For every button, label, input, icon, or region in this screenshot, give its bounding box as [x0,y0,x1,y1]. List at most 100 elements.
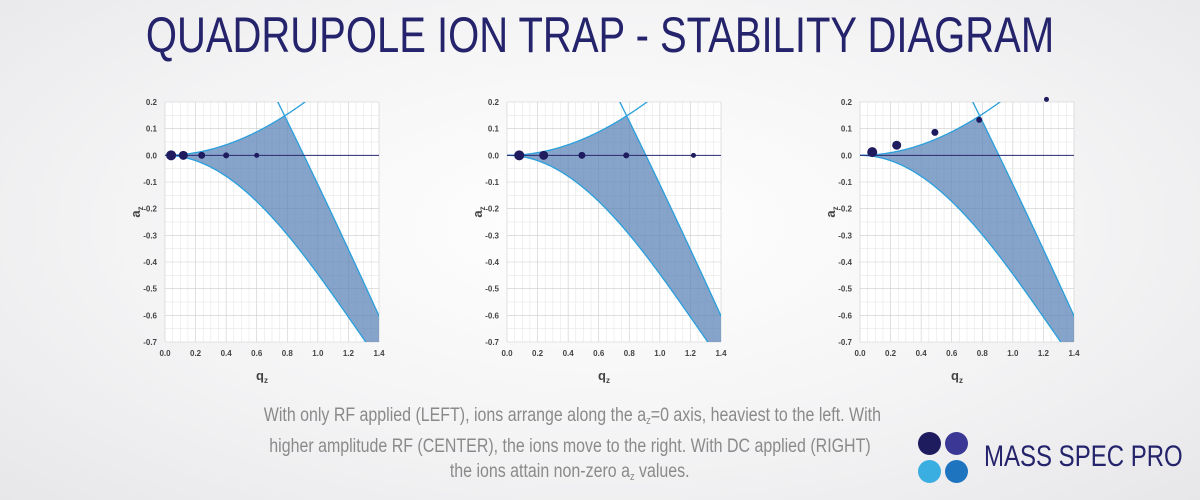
y-tick-label: 0.1 [841,125,853,134]
x-tick-label: 0.8 [977,349,989,358]
ion-point [578,151,586,159]
y-tick-label: -0.1 [485,178,499,187]
boundary-beta-z-1 [972,102,1074,318]
stability-plot-center: 0.0 0.2 0.4 0.6 0.8 1.0 1.2 1.4 0.2 0.1 0.0 -0.1 -0.… [470,98,727,385]
y-tick-label: -0.3 [485,231,499,240]
x-tick-label: 1.2 [1038,349,1050,358]
y-tick-label: -0.4 [485,258,499,267]
y-tick-label: -0.2 [485,205,499,214]
ion-point [198,151,206,159]
x-tick-label: 0.6 [946,349,958,358]
ion-points [166,150,260,161]
x-tick-label: 0.0 [854,349,866,358]
x-tick-label: 0.0 [159,349,171,358]
x-tick-label: 1.2 [343,349,355,358]
x-tick-label: 0.2 [885,349,897,358]
y-tick-label: -0.6 [838,311,852,320]
ion-point [539,150,549,160]
stability-plot-right: 0.0 0.2 0.4 0.6 0.8 1.0 1.2 1.4 0.2 0.1 0.0 -0.1 -0.… [823,96,1080,385]
y-tick-label: -0.4 [838,258,852,267]
y-tick-label: 0.1 [146,125,158,134]
ion-point [690,152,696,158]
x-axis-label: qz [951,368,963,385]
ion-point [892,140,902,150]
stability-region [860,102,1074,342]
y-tick-label: 0.2 [841,98,853,107]
tick-labels: 0.0 0.2 0.4 0.6 0.8 1.0 1.2 1.4 0.2 0.1 0.0 -0.1 -0.… [485,98,727,358]
boundary-beta-z-0 [860,154,1062,342]
y-tick-label: -0.2 [143,205,157,214]
caption-line-1: With only RF applied (LEFT), ions arrang… [263,405,881,427]
y-tick-label: -0.7 [485,338,499,347]
ion-point [931,128,939,136]
y-tick-label: -0.3 [838,231,852,240]
x-tick-label: 0.6 [251,349,263,358]
ion-point [514,150,525,161]
boundary-beta-z-1 [619,102,721,318]
logo-text: MASS SPEC PRO [984,440,1183,473]
x-tick-label: 0.6 [593,349,605,358]
boundary-beta-z-1 [277,102,379,318]
ion-point [623,152,630,159]
y-tick-label: -0.6 [485,311,499,320]
x-tick-label: 0.0 [501,349,513,358]
x-tick-label: 1.0 [654,349,666,358]
stable-region-fill [507,116,721,342]
x-tick-label: 1.4 [1068,349,1080,358]
stable-region-fill [165,116,379,342]
y-axis-label: az [128,206,145,217]
y-tick-label: -0.1 [143,178,157,187]
x-tick-label: 1.2 [685,349,697,358]
stable-region-fill [860,116,1074,342]
x-tick-label: 0.8 [624,349,636,358]
y-axis-label: az [823,206,840,217]
stability-plot-left: 0.0 0.2 0.4 0.6 0.8 1.0 1.2 1.4 0.2 0.1 0.0 -0.1 -0.… [128,98,385,385]
ion-point [976,116,983,123]
y-tick-label: -0.1 [838,178,852,187]
x-axis-label: qz [598,368,610,385]
tick-labels: 0.0 0.2 0.4 0.6 0.8 1.0 1.2 1.4 0.2 0.1 0.0 -0.1 -0.… [838,98,1080,358]
y-tick-label: -0.7 [838,338,852,347]
y-tick-label: 0.2 [146,98,158,107]
x-tick-label: 0.4 [916,349,928,358]
x-tick-label: 1.0 [1007,349,1019,358]
y-tick-label: -0.5 [143,285,157,294]
y-tick-label: -0.5 [485,285,499,294]
y-tick-label: -0.4 [143,258,157,267]
ion-points [867,96,1049,158]
x-tick-label: 0.4 [221,349,233,358]
y-tick-label: 0.0 [146,151,158,160]
y-tick-label: 0.0 [841,151,853,160]
ion-point [254,152,260,158]
logo-dot-icon [945,432,968,455]
x-tick-label: 0.2 [190,349,202,358]
x-tick-label: 1.0 [312,349,324,358]
ion-point [223,152,230,159]
logo-dot-icon [918,432,941,455]
logo-dot-icon [918,460,941,483]
boundary-beta-z-0 [165,154,367,342]
boundary-beta-r-0 [860,102,1002,156]
caption-line-3: the ions attain non-zero az values. [450,461,690,483]
x-tick-label: 0.4 [563,349,575,358]
boundary-beta-r-0 [165,102,307,156]
y-tick-label: -0.5 [838,285,852,294]
ion-point [1043,96,1049,102]
tick-labels: 0.0 0.2 0.4 0.6 0.8 1.0 1.2 1.4 0.2 0.1 0.0 -0.1 -0.… [143,98,385,358]
x-tick-label: 0.2 [532,349,544,358]
caption: With only RF applied (LEFT), ions arrang… [205,403,935,490]
x-axis-label: qz [256,368,268,385]
stability-region [165,102,379,342]
x-tick-label: 1.4 [715,349,727,358]
y-tick-label: 0.1 [488,125,500,134]
page-title: QUADRUPOLE ION TRAP - STABILITY DIAGRAM [145,7,1055,63]
logo-dot-icon [945,460,968,483]
caption-line-2: higher amplitude RF (CENTER), the ions m… [269,436,871,457]
y-tick-label: -0.6 [143,311,157,320]
mass-spec-pro-logo: MASS SPEC PRO [918,430,1198,490]
x-tick-label: 1.4 [373,349,385,358]
y-axis-label: az [470,206,487,217]
ion-point [166,150,177,161]
ion-points [514,150,696,161]
y-tick-label: 0.2 [488,98,500,107]
